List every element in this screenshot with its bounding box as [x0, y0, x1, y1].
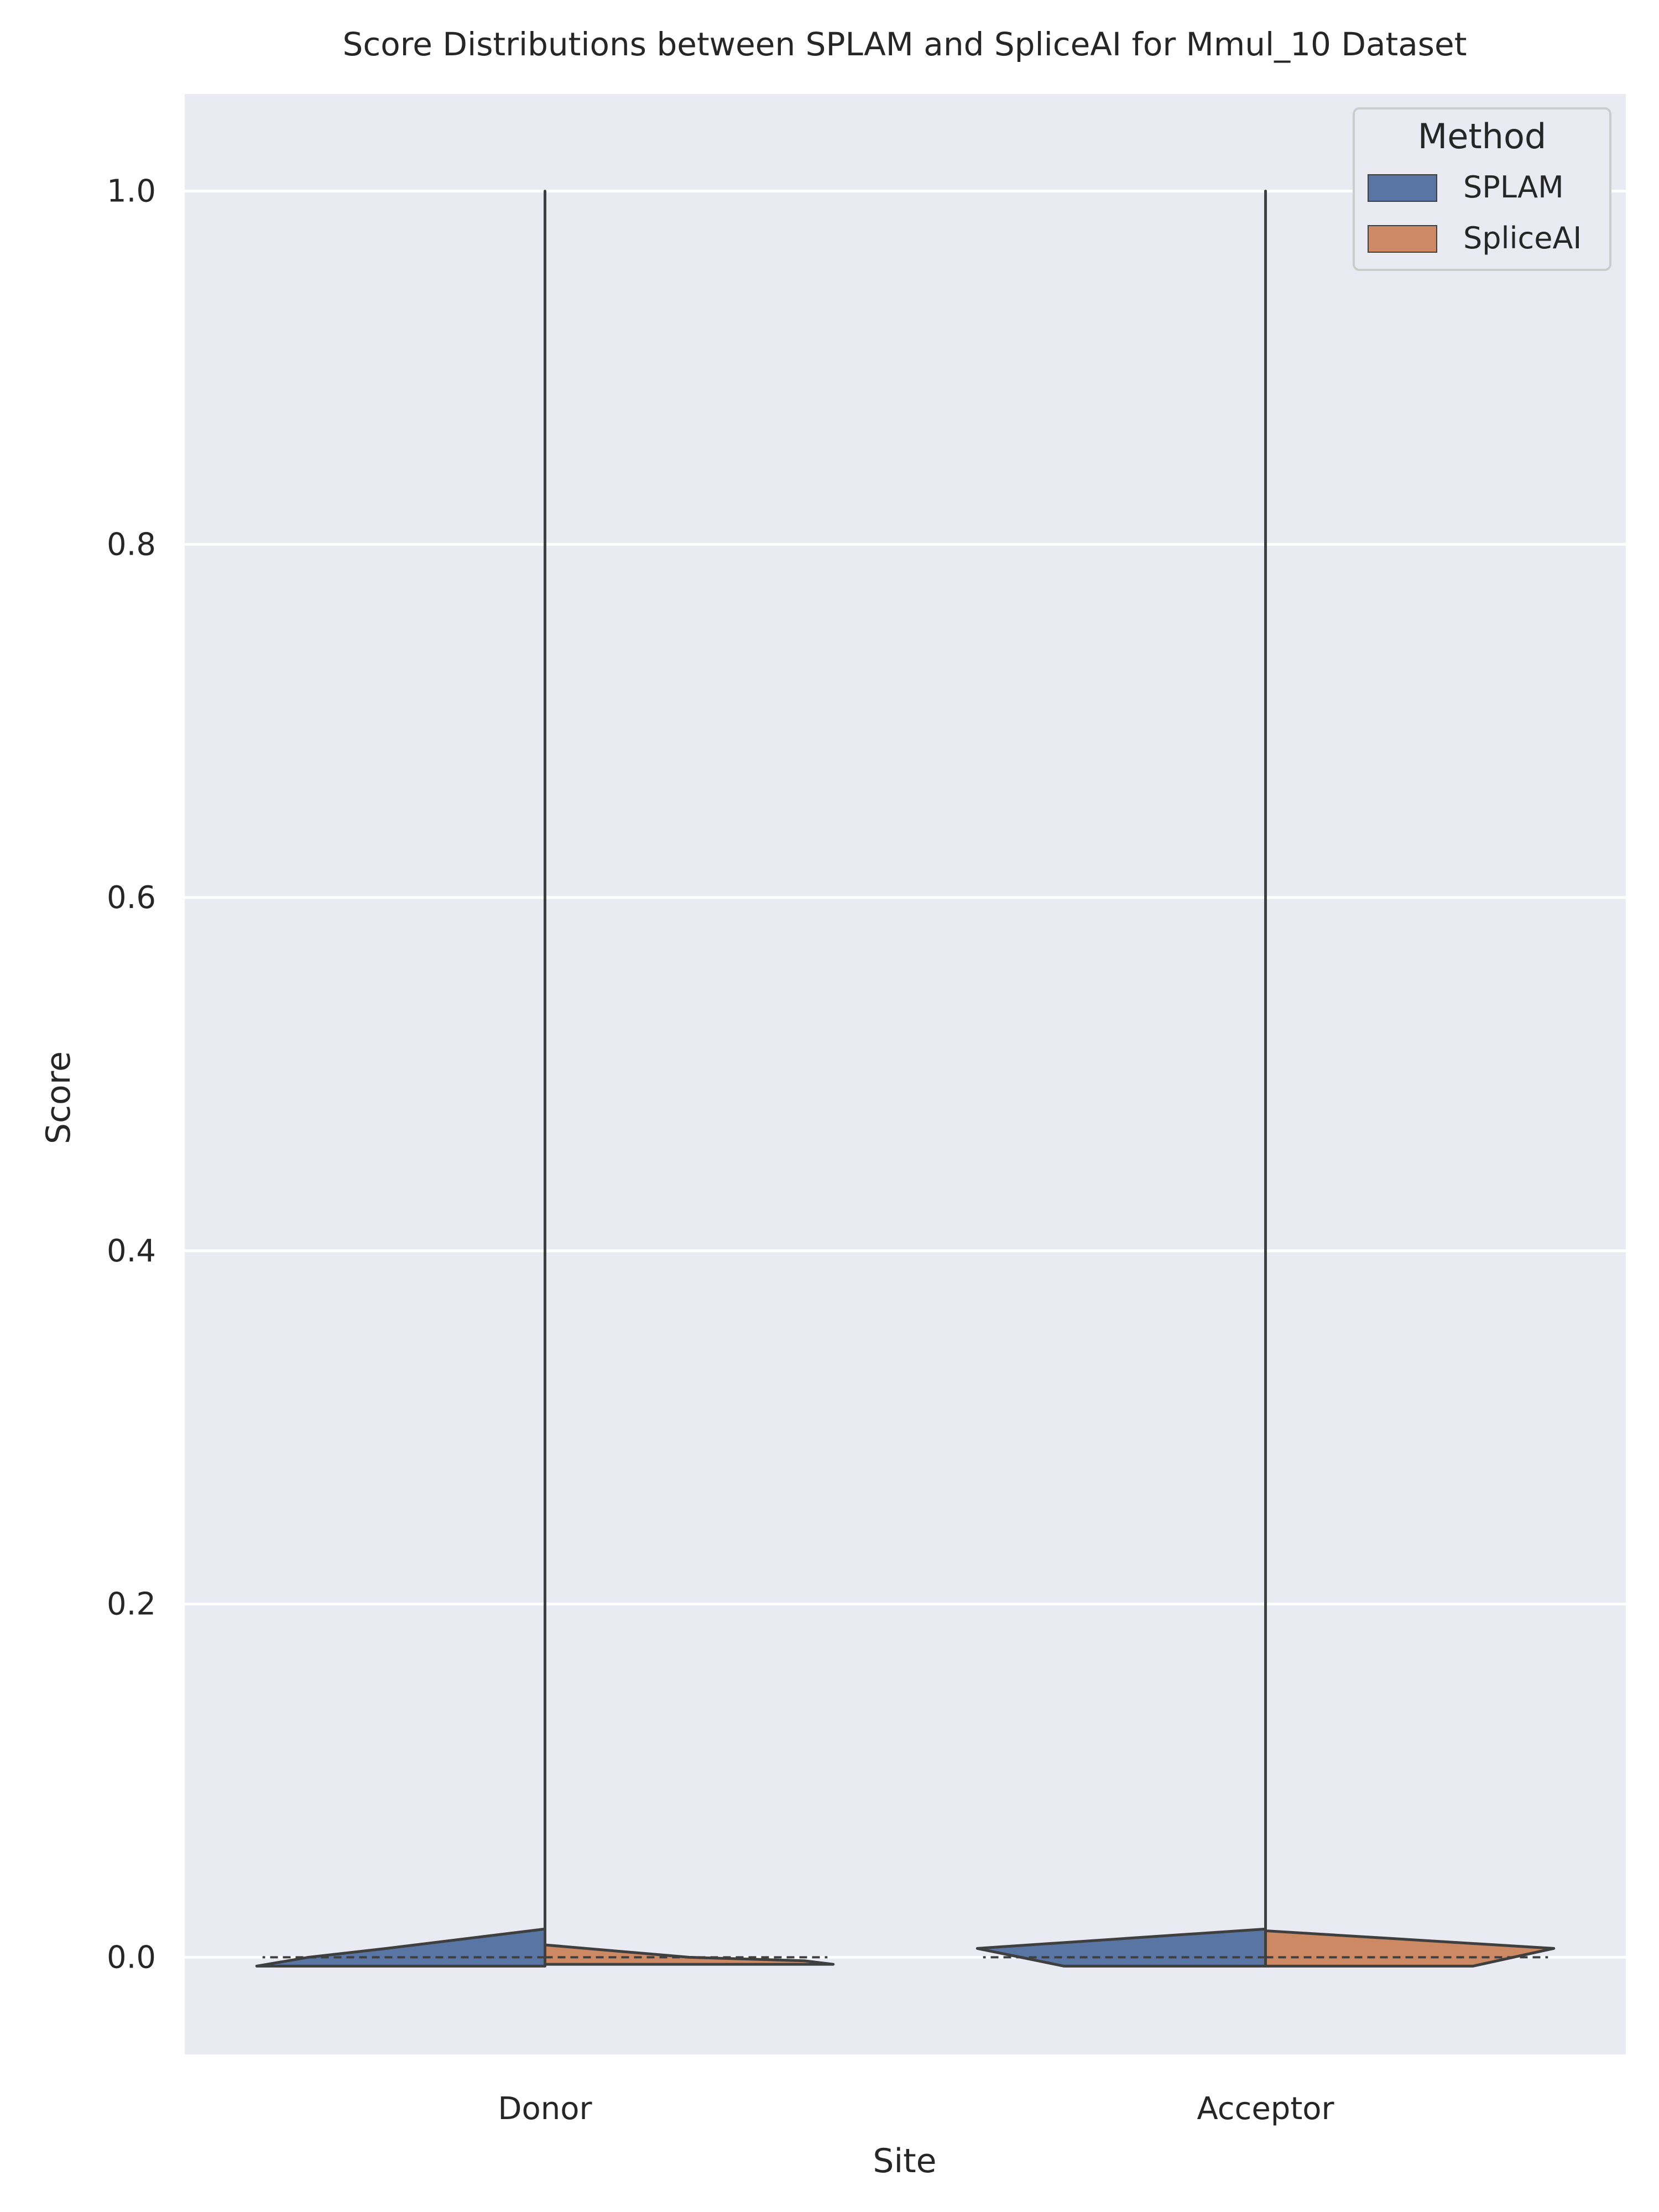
legend-label-spliceai: SpliceAI — [1463, 221, 1582, 255]
legend-label-splam: SPLAM — [1463, 170, 1564, 205]
violin-half-splam-donor — [255, 190, 546, 1968]
x-tick-labels: Donor Acceptor — [498, 2091, 1334, 2127]
legend-swatch-spliceai — [1368, 225, 1437, 253]
y-tick-label: 0.8 — [107, 526, 156, 562]
y-tick-label: 0.4 — [107, 1233, 156, 1269]
violin-half-spliceai-donor — [544, 1943, 835, 1966]
legend-swatch-splam — [1368, 174, 1437, 202]
violin-half-spliceai-acceptor — [1264, 190, 1556, 1968]
y-axis-label: Score — [39, 1051, 78, 1144]
y-tick-labels: 0.0 0.2 0.4 0.6 0.8 1.0 — [107, 174, 156, 1976]
y-tick-label: 0.0 — [107, 1939, 156, 1975]
y-tick-label: 0.6 — [107, 880, 156, 916]
y-tick-label: 0.2 — [107, 1587, 156, 1623]
y-tick-label: 1.0 — [107, 174, 156, 210]
plot-area — [185, 94, 1626, 2054]
legend-title: Method — [1418, 116, 1547, 156]
x-tick-label: Donor — [498, 2091, 592, 2127]
x-tick-label: Acceptor — [1197, 2091, 1334, 2127]
chart-title: Score Distributions between SPLAM and Sp… — [343, 25, 1467, 63]
violins — [255, 190, 1556, 1968]
legend: Method SPLAM SpliceAI — [1353, 107, 1611, 271]
x-axis-label: Site — [873, 2142, 936, 2180]
